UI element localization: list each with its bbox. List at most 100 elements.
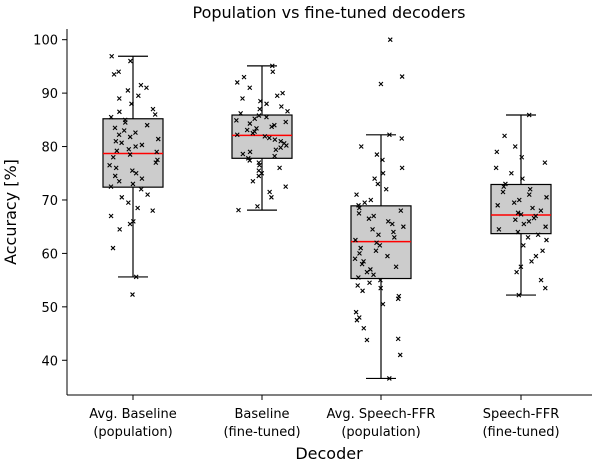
data-point [110,245,116,251]
data-point [389,221,395,227]
data-point [399,136,405,141]
data-point [145,192,151,198]
data-point [236,207,241,213]
data-point [385,218,391,224]
data-point [511,200,517,206]
y-tick-label: 60 [41,247,58,262]
data-point [496,226,502,232]
x-tick-label-line2: (fine-tuned) [223,425,300,440]
data-point [366,216,372,222]
data-point [266,135,272,141]
data-point [391,234,397,240]
data-point [355,283,361,288]
x-tick-label-line2: (population) [341,425,420,440]
data-point [280,90,285,96]
data-point [135,93,141,99]
data-point [386,376,392,381]
data-point [361,259,366,264]
data-point [355,275,361,280]
data-point [353,237,358,243]
data-point [395,336,401,342]
data-point [238,111,244,116]
y-tick-label: 70 [41,194,58,209]
data-point [393,264,399,270]
data-point [500,189,506,195]
data-point [272,153,278,159]
data-point [368,267,373,272]
box-group-3 [490,114,552,296]
data-point [110,154,116,160]
data-point [264,114,269,120]
data-point [269,194,274,200]
data-point [383,186,389,192]
data-point [278,145,284,151]
data-point [283,184,289,190]
data-point [138,186,144,192]
data-point [380,157,385,163]
data-point [269,63,275,69]
data-point [514,269,520,275]
data-point [240,151,246,157]
x-tick-label-line1: Avg. Baseline [89,407,176,422]
data-point [399,74,405,79]
data-point [360,288,365,294]
data-point [154,149,160,155]
data-point [370,226,375,232]
data-point [526,218,532,224]
data-point [245,155,251,161]
data-point [108,213,114,219]
data-point [125,200,131,206]
data-point [116,96,122,101]
data-point [274,93,280,99]
data-point [270,69,276,75]
y-axis-label: Accuracy [%] [1,159,20,265]
data-point [153,160,159,165]
data-point [257,106,263,112]
data-point [512,144,518,149]
data-point [128,58,133,64]
data-point [233,117,239,123]
data-point [356,315,362,320]
data-point [138,82,144,88]
data-point [399,165,405,171]
data-point [512,217,518,223]
data-point [374,240,379,246]
data-point [135,205,141,211]
data-point [125,88,131,93]
data-point [400,224,406,230]
data-point [521,221,527,227]
data-point [127,152,133,157]
data-point [267,189,273,195]
data-point [111,72,117,77]
y-axis-ticks: 40 50 60 70 80 90 100 [33,34,67,369]
data-point [364,337,370,343]
data-point [262,134,268,139]
data-point [501,184,507,190]
data-point [247,121,253,126]
data-point [269,124,275,130]
data-point [130,181,136,187]
data-point [107,162,112,168]
data-point [356,210,362,216]
data-point [155,157,160,163]
data-point [515,210,521,216]
data-point [538,277,544,283]
data-point [508,170,514,176]
data-point [116,69,122,75]
data-point [376,232,381,238]
data-point [240,96,245,101]
data-point [139,176,145,181]
data-point [119,140,124,146]
x-tick-label-line2: (fine-tuned) [482,425,559,440]
data-point [535,232,541,238]
data-point [540,248,545,254]
data-point [150,106,156,112]
data-point [533,213,539,219]
data-point [121,128,127,133]
data-point [278,138,284,144]
data-point [117,109,122,115]
x-tick-label-line2: (population) [93,425,172,440]
data-point [396,293,402,299]
data-point [244,127,250,133]
data-point [516,197,522,203]
